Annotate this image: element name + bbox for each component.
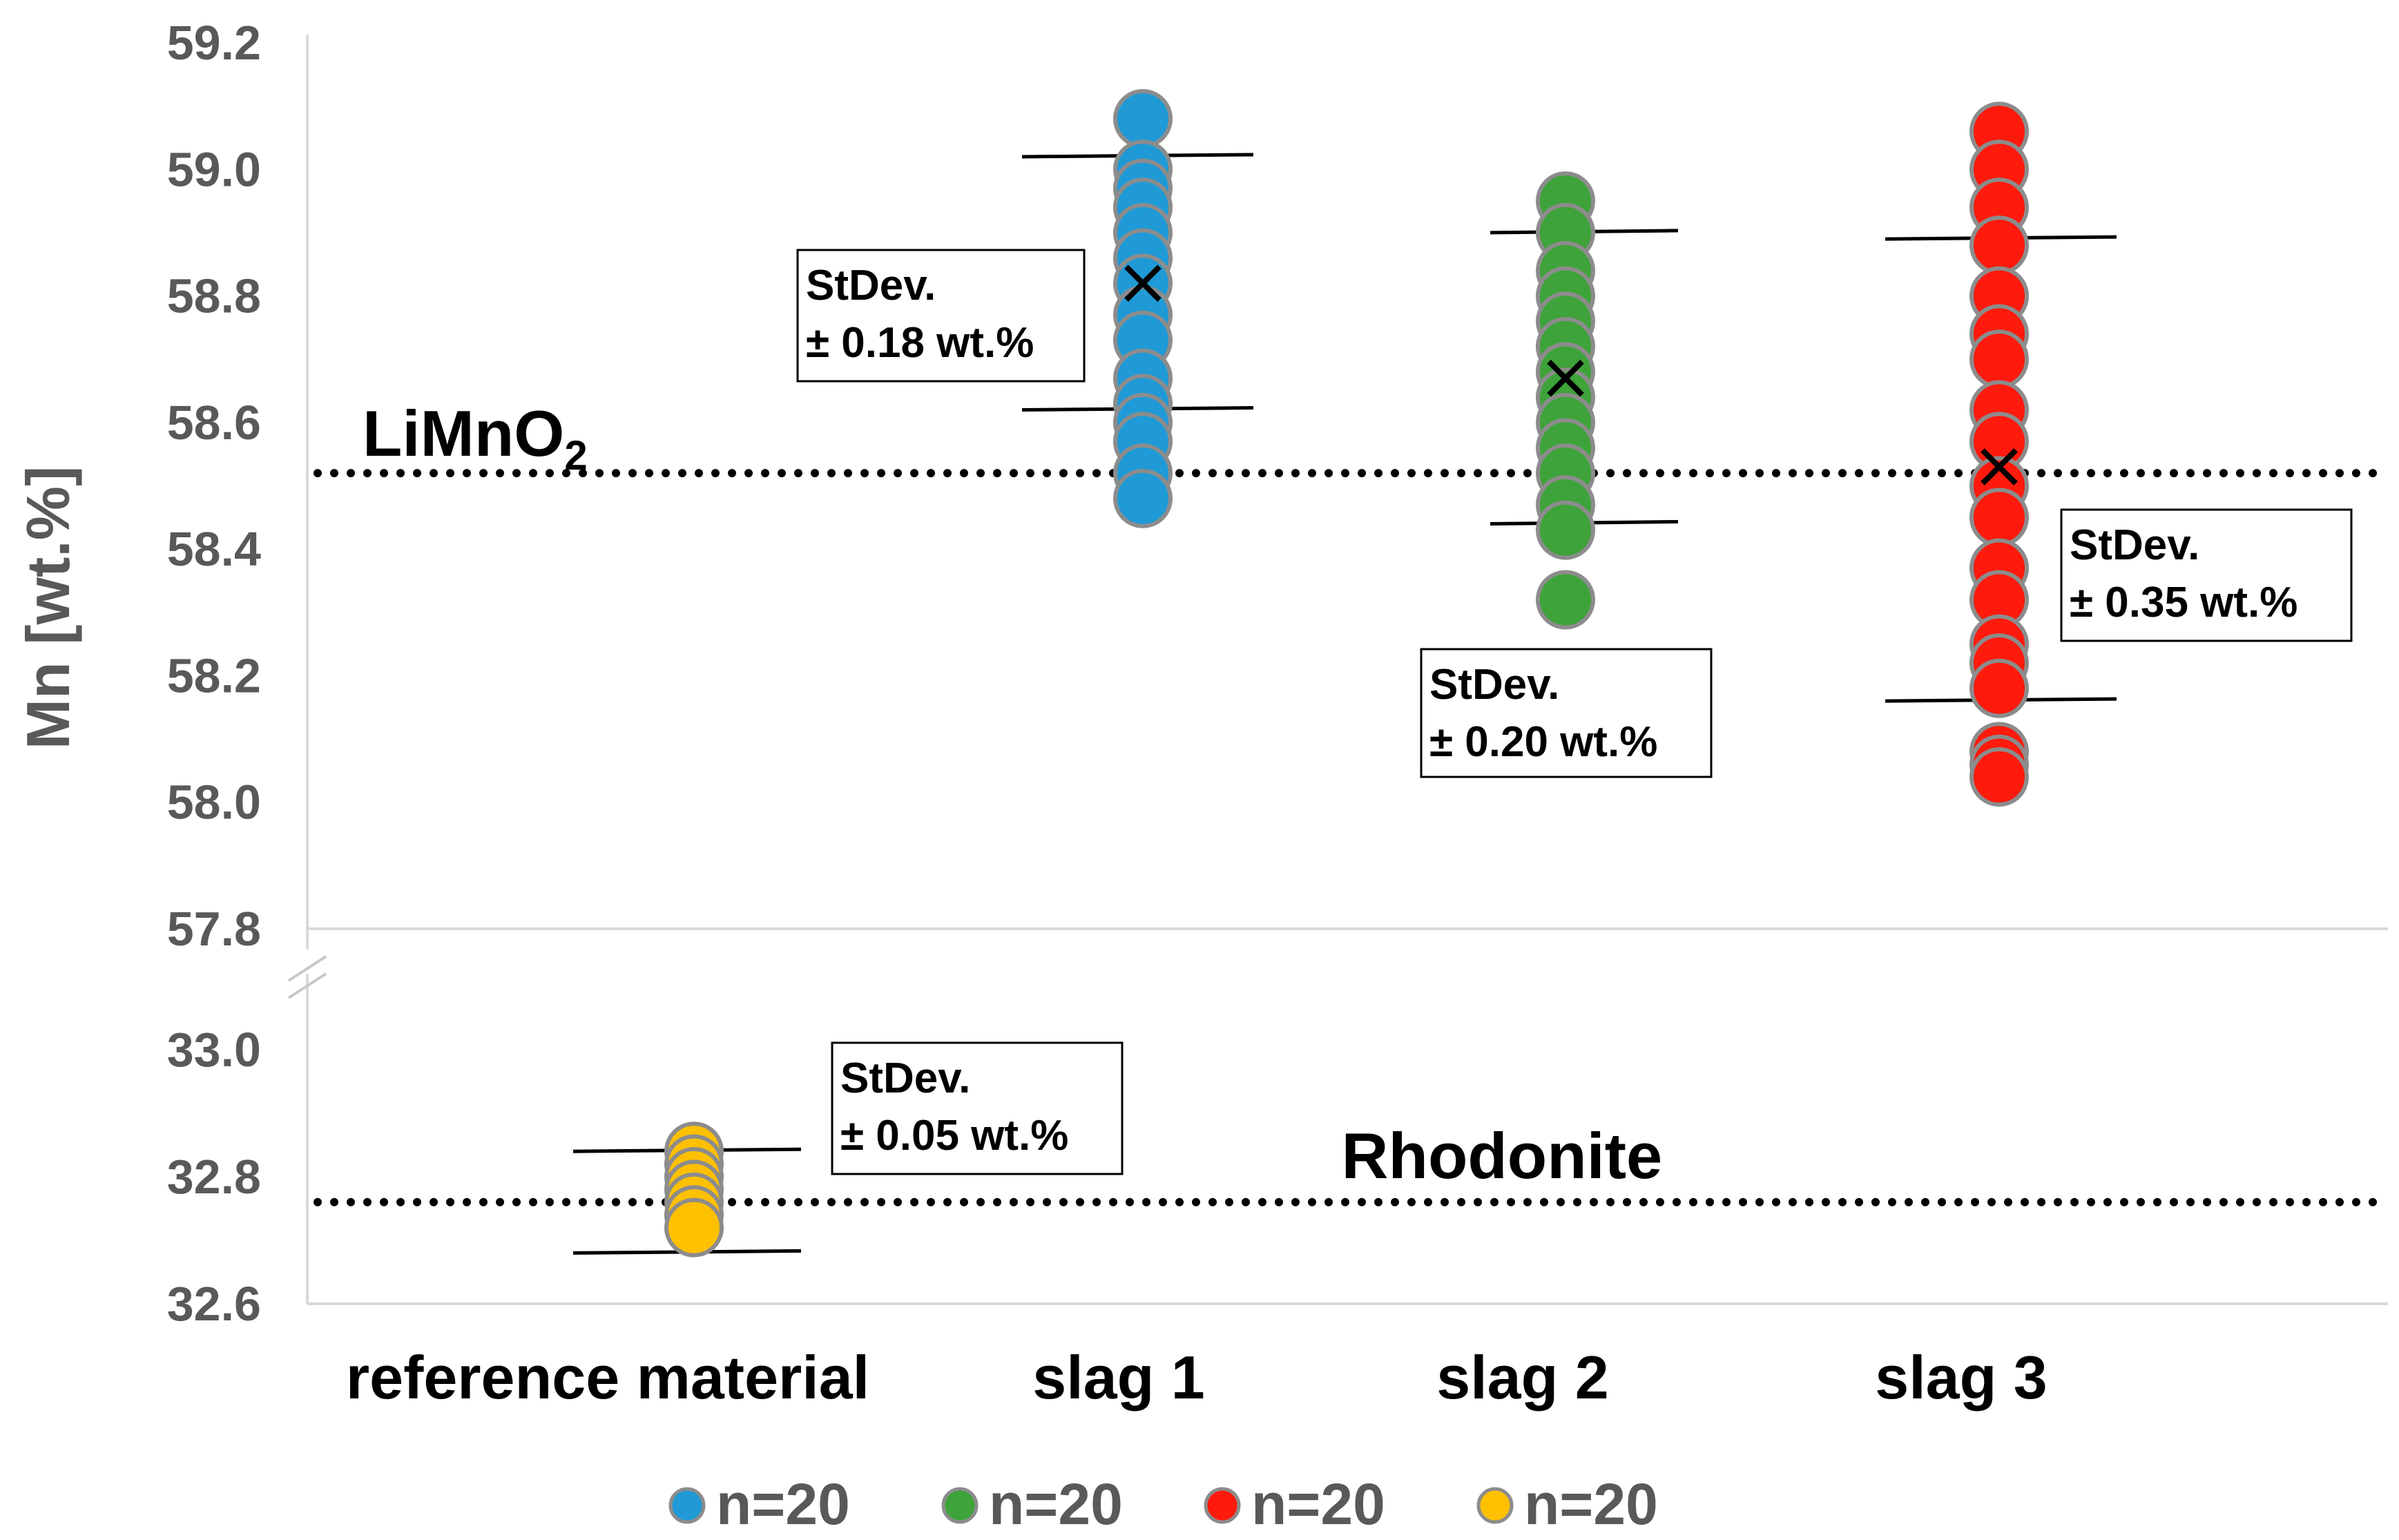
mean-marker [1124, 264, 1162, 302]
data-point [1969, 215, 2029, 276]
stdev-box [2060, 508, 2353, 642]
mean-markers [1124, 264, 2018, 485]
x-category-label: slag 3 [1875, 1343, 2047, 1412]
y-tick-label: 32.8 [167, 1150, 261, 1204]
data-point [1113, 88, 1173, 148]
mean-marker [1547, 359, 1584, 397]
y-tick-label: 59.2 [167, 16, 261, 70]
data-point [1969, 329, 2029, 389]
y-tick-label: 58.8 [167, 269, 261, 323]
y-tick-label: 57.8 [167, 902, 261, 956]
x-category-label: reference material [346, 1343, 869, 1412]
mean-marker [1981, 448, 2018, 485]
reference-lines: LiMnO2 Rhodonite [314, 397, 2392, 1206]
data-point [1969, 488, 2029, 548]
legend-label: n=20 [716, 1472, 850, 1537]
legend-marker [1204, 1487, 1241, 1524]
axes [287, 35, 2388, 1305]
axis-labels: 59.2 59.0 58.8 58.6 58.4 58.2 58.0 57.8 33.0 32.8… [14, 16, 2048, 1412]
legend-label: n=20 [989, 1472, 1123, 1537]
stdev-box-title: StDev. [2070, 521, 2199, 569]
legend-marker [1476, 1487, 1514, 1524]
axis-break-mark [287, 972, 327, 999]
y-tick-label: 58.0 [167, 776, 261, 829]
stdev-box-value: ± 0.18 wt.% [806, 319, 1034, 367]
data-point [1969, 747, 2029, 807]
stdev-box [1420, 648, 1713, 778]
data-point [1113, 468, 1173, 528]
reference-line-label: LiMnO2 [363, 397, 588, 479]
y-tick-label: 58.6 [167, 396, 261, 450]
y-tick-label: 58.2 [167, 648, 261, 702]
stdev-box-title: StDev. [840, 1055, 970, 1102]
stdev-box-title: StDev. [806, 262, 936, 309]
stdev-box-value: ± 0.05 wt.% [840, 1112, 1068, 1159]
axis-break-mark [287, 955, 327, 982]
reference-line-label: Rhodonite [1342, 1119, 1663, 1192]
y-tick-label: 58.4 [167, 522, 261, 576]
y-axis-label: Mn [wt.%] [14, 466, 82, 750]
data-point [1969, 658, 2029, 718]
stdev-boxes: StDev. ± 0.18 wt.% StDev. ± 0.20 wt.% StDev.… [796, 249, 2353, 1175]
legend-marker [941, 1487, 979, 1524]
stdev-box-value: ± 0.20 wt.% [1429, 718, 1657, 766]
stdev-box [831, 1041, 1124, 1175]
data-points [664, 88, 2029, 1258]
stdev-box-value: ± 0.35 wt.% [2070, 579, 2297, 626]
data-point [664, 1197, 724, 1258]
stdev-box [796, 249, 1086, 383]
legend-label: n=20 [1524, 1472, 1658, 1537]
legend: n=20 n=20 n=20 n=20 [668, 1472, 1658, 1537]
legend-marker [668, 1487, 706, 1524]
y-tick-label: 33.0 [167, 1023, 261, 1077]
legend-label: n=20 [1251, 1472, 1385, 1537]
data-point [1536, 570, 1595, 630]
stdev-box-title: StDev. [1429, 661, 1559, 709]
y-tick-label: 59.0 [167, 142, 261, 196]
data-point [1536, 500, 1595, 560]
x-category-label: slag 2 [1436, 1343, 1608, 1412]
y-tick-label: 32.6 [167, 1277, 261, 1331]
x-category-label: slag 1 [1032, 1343, 1204, 1412]
reference-line-subscript: 2 [564, 432, 587, 479]
